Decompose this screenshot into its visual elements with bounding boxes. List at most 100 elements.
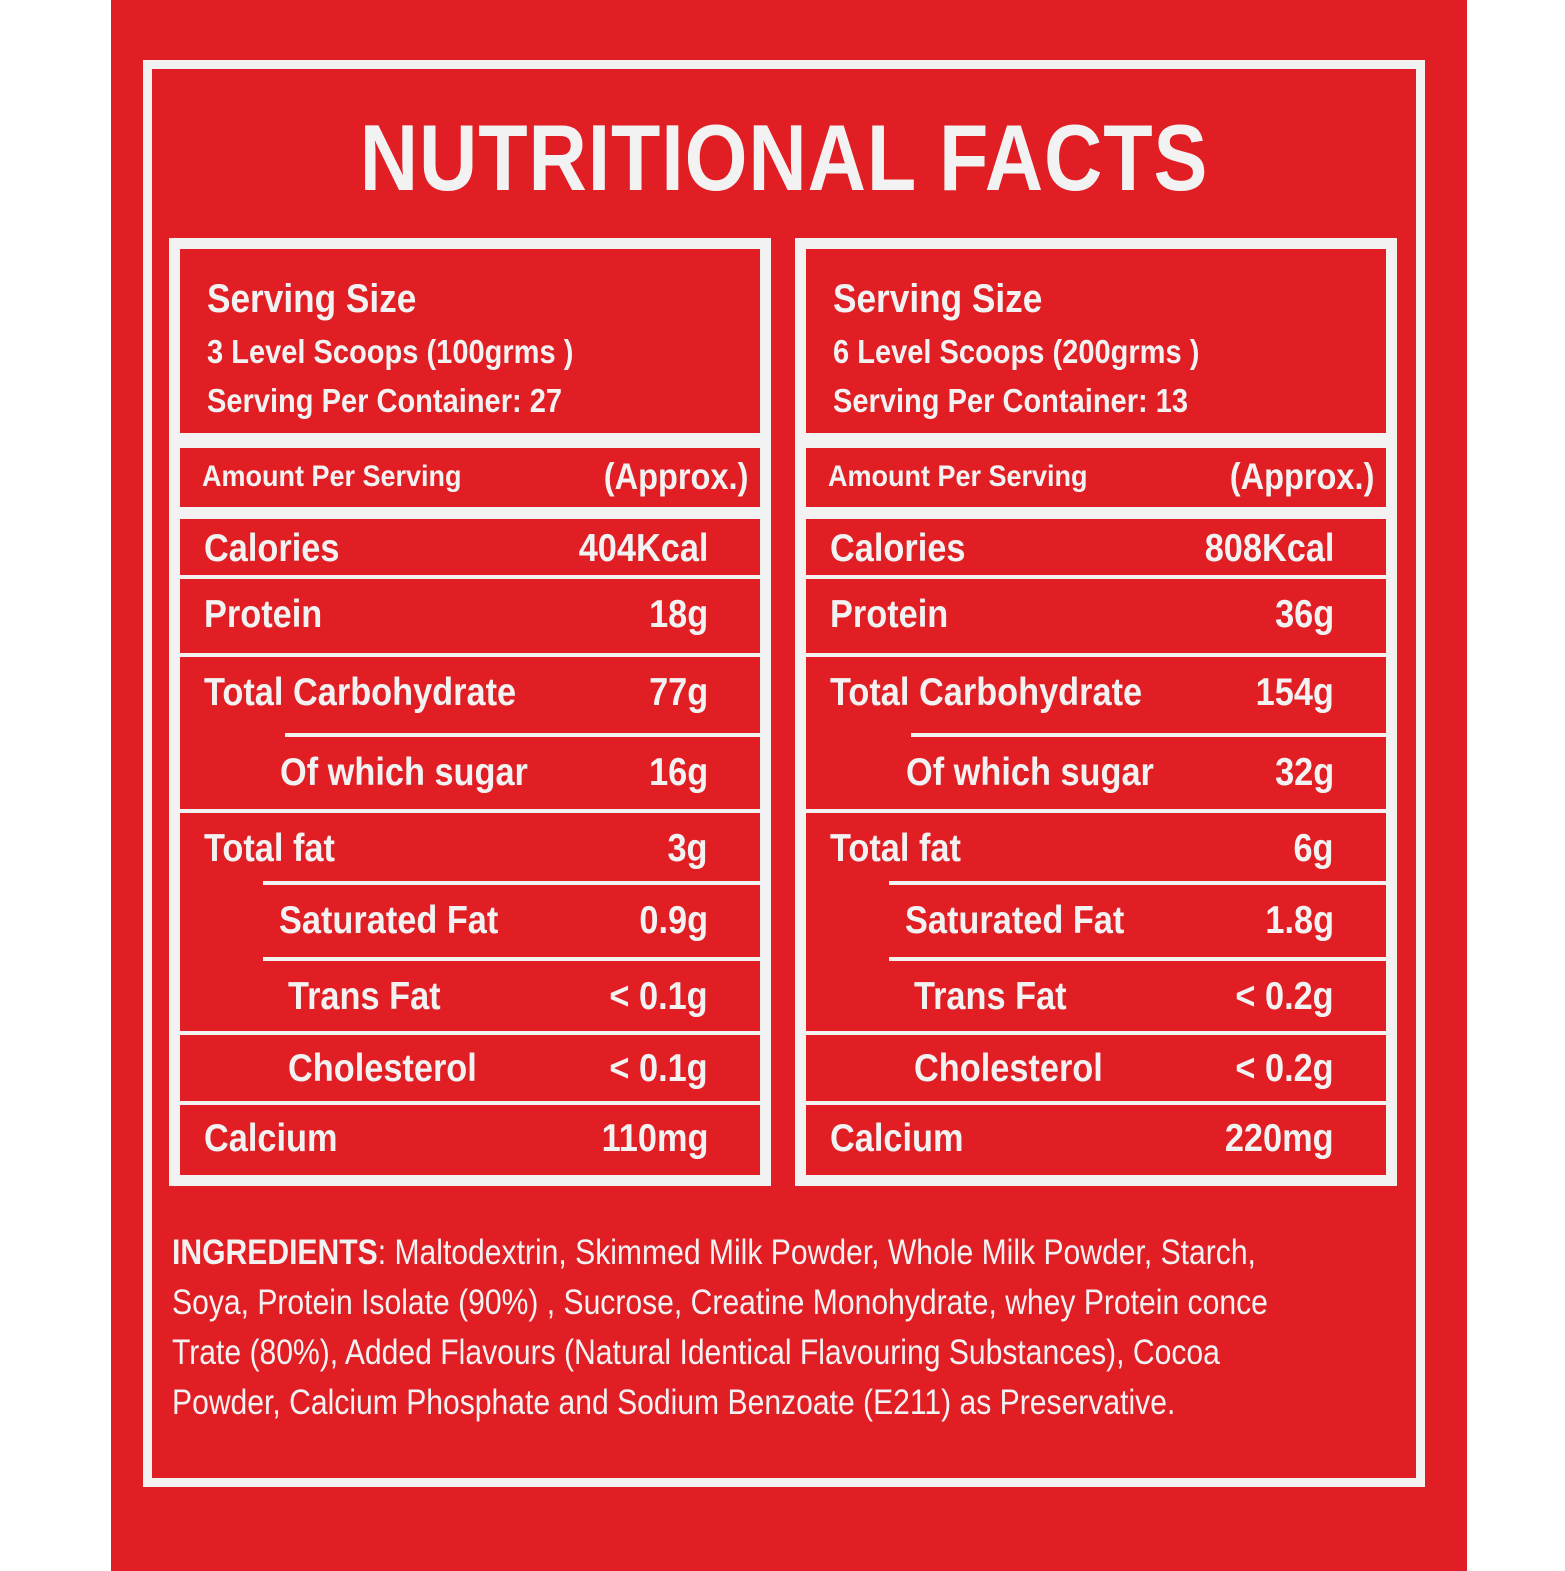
- divider: [806, 507, 1386, 519]
- table-row: Protein 36g: [806, 579, 1386, 653]
- nutrient-label: Calories: [830, 527, 966, 570]
- nutrient-label: Calcium: [204, 1117, 338, 1160]
- table-row: Saturated Fat 1.8g: [806, 885, 1386, 957]
- nutrient-value: < 0.2g: [1235, 975, 1334, 1018]
- divider: [911, 733, 1386, 737]
- nutrient-label: Of which sugar: [280, 751, 528, 794]
- nutrient-value: 808Kcal: [1204, 527, 1334, 570]
- amount-per-serving-row: Amount Per Serving (Approx.): [806, 448, 1386, 507]
- table-row: Calcium 220mg: [806, 1105, 1386, 1175]
- nutrient-label: Saturated Fat: [279, 899, 499, 942]
- nutrient-label: Cholesterol: [288, 1047, 477, 1090]
- nutrient-value: < 0.2g: [1235, 1047, 1334, 1090]
- nutrient-label: Protein: [830, 593, 949, 636]
- nutrition-table-200g: Serving Size 6 Level Scoops (200grms ) S…: [795, 238, 1397, 1186]
- nutrient-value: 0.9g: [639, 899, 708, 942]
- divider: [180, 575, 760, 579]
- nutrient-label: Trans Fat: [914, 975, 1067, 1018]
- table-row: Calories 404Kcal: [180, 519, 760, 575]
- table-row: Total Carbohydrate 77g: [180, 657, 760, 733]
- nutrient-label: Calories: [204, 527, 340, 570]
- ingredients-line-1: : Maltodextrin, Skimmed Milk Powder, Who…: [377, 1233, 1256, 1272]
- table-row: Total Carbohydrate 154g: [806, 657, 1386, 733]
- serving-size-title: Serving Size: [833, 277, 1043, 321]
- serving-info: Serving Size 6 Level Scoops (200grms ) S…: [806, 249, 1386, 433]
- ingredients-text: INGREDIENTS: Maltodextrin, Skimmed Milk …: [172, 1228, 1402, 1428]
- divider: [806, 809, 1386, 813]
- divider: [180, 433, 760, 448]
- divider: [806, 575, 1386, 579]
- nutrient-value: 220mg: [1225, 1117, 1334, 1160]
- table-row: Saturated Fat 0.9g: [180, 885, 760, 957]
- divider: [806, 1101, 1386, 1105]
- nutrient-value: 32g: [1274, 751, 1334, 794]
- divider: [806, 1031, 1386, 1035]
- table-row: Protein 18g: [180, 579, 760, 653]
- ingredients-line-2: Soya, Protein Isolate (90%) , Sucrose, C…: [172, 1283, 1268, 1322]
- label-background: [111, 0, 1467, 1571]
- servings-per-container: Serving Per Container: 13: [833, 382, 1189, 419]
- divider: [180, 1031, 760, 1035]
- serving-info: Serving Size 3 Level Scoops (100grms ) S…: [180, 249, 760, 433]
- nutrient-value: 18g: [648, 593, 708, 636]
- amount-per-serving-row: Amount Per Serving (Approx.): [180, 448, 760, 507]
- nutrient-value: 77g: [648, 671, 708, 714]
- nutrient-label: Protein: [204, 593, 323, 636]
- nutrient-value: 1.8g: [1265, 899, 1334, 942]
- serving-scoops: 6 Level Scoops (200grms ): [833, 333, 1200, 370]
- nutrient-value: < 0.1g: [609, 975, 708, 1018]
- nutrient-label: Saturated Fat: [905, 899, 1125, 942]
- nutrient-value: 154g: [1255, 671, 1334, 714]
- table-row: Of which sugar 16g: [180, 737, 760, 809]
- table-row: Of which sugar 32g: [806, 737, 1386, 809]
- table-row: Total fat 3g: [180, 813, 760, 881]
- servings-per-container: Serving Per Container: 27: [207, 382, 563, 419]
- page-title: NUTRITIONAL FACTS: [359, 105, 1209, 210]
- table-row: Cholesterol < 0.2g: [806, 1035, 1386, 1101]
- divider: [180, 1101, 760, 1105]
- nutrient-label: Total fat: [830, 827, 961, 870]
- divider: [889, 957, 1386, 961]
- label-frame: [143, 60, 1425, 1487]
- table-row: Trans Fat < 0.2g: [806, 961, 1386, 1031]
- ingredients-line: INGREDIENTS: Maltodextrin, Skimmed Milk …: [172, 1228, 1256, 1278]
- nutrient-value: 404Kcal: [578, 527, 708, 570]
- table-row: Cholesterol < 0.1g: [180, 1035, 760, 1101]
- nutrient-label: Trans Fat: [288, 975, 441, 1018]
- divider: [806, 653, 1386, 657]
- nutrient-value: 6g: [1293, 827, 1334, 870]
- table-row: Total fat 6g: [806, 813, 1386, 881]
- serving-size-title: Serving Size: [207, 277, 417, 321]
- divider: [180, 809, 760, 813]
- table-row: Calories 808Kcal: [806, 519, 1386, 575]
- nutrient-label: Of which sugar: [906, 751, 1154, 794]
- nutrient-value: 16g: [648, 751, 708, 794]
- nutrient-value: < 0.1g: [609, 1047, 708, 1090]
- divider: [889, 881, 1386, 885]
- table-row: Calcium 110mg: [180, 1105, 760, 1175]
- serving-scoops: 3 Level Scoops (100grms ): [207, 333, 574, 370]
- nutrient-label: Total fat: [204, 827, 335, 870]
- table-row: Trans Fat < 0.1g: [180, 961, 760, 1031]
- approx-label: (Approx.): [603, 456, 748, 497]
- amount-per-serving-label: Amount Per Serving: [828, 460, 1088, 493]
- ingredients-heading: INGREDIENTS: [172, 1233, 378, 1272]
- nutrient-label: Total Carbohydrate: [830, 671, 1143, 714]
- nutrient-value: 36g: [1274, 593, 1334, 636]
- divider: [806, 433, 1386, 448]
- nutrient-label: Calcium: [830, 1117, 964, 1160]
- nutrient-label: Cholesterol: [914, 1047, 1103, 1090]
- divider: [180, 653, 760, 657]
- ingredients-line-3: Trate (80%), Added Flavours (Natural Ide…: [172, 1333, 1220, 1372]
- approx-label: (Approx.): [1229, 456, 1374, 497]
- divider: [263, 881, 760, 885]
- nutrient-value: 3g: [667, 827, 708, 870]
- divider: [263, 957, 760, 961]
- nutrient-label: Total Carbohydrate: [204, 671, 517, 714]
- nutrition-table-100g: Serving Size 3 Level Scoops (100grms ) S…: [169, 238, 771, 1186]
- ingredients-line-4: Powder, Calcium Phosphate and Sodium Ben…: [172, 1383, 1176, 1422]
- divider: [285, 733, 760, 737]
- divider: [180, 507, 760, 519]
- nutrient-value: 110mg: [601, 1117, 708, 1160]
- amount-per-serving-label: Amount Per Serving: [202, 460, 462, 493]
